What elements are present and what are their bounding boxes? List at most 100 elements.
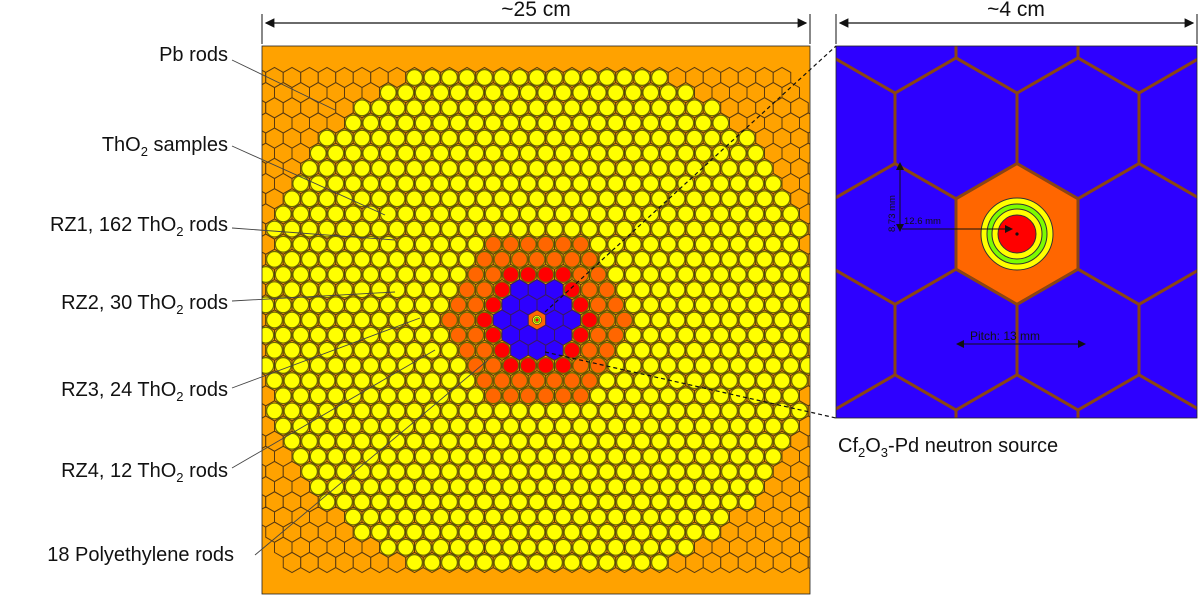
rz1-rod: [406, 432, 423, 450]
rz1-rod: [423, 69, 441, 86]
rz1-rod: [458, 523, 476, 541]
rz1-rod: [449, 508, 467, 526]
rz1-rod: [633, 129, 651, 147]
rz1-rod: [397, 387, 415, 405]
rz1-rod: [572, 417, 590, 435]
rz3-rod: [546, 372, 563, 390]
rz1-rod: [624, 508, 642, 526]
rz1-rod: [764, 326, 782, 344]
rz1-rod: [686, 159, 703, 177]
rz1-rod: [607, 144, 625, 162]
rz1-rod: [694, 114, 712, 132]
rz1-rod: [528, 220, 546, 238]
polyethylene-cell-zoomed: [1137, 269, 1197, 411]
rz1-rod: [353, 250, 371, 268]
rz1-rod: [607, 538, 625, 556]
rz1-rod: [309, 175, 327, 193]
rz3-rod: [589, 266, 607, 284]
rz3-rod: [581, 341, 598, 359]
rz1-rod: [528, 129, 546, 147]
rz1-rod: [659, 417, 677, 435]
rz1-rod: [458, 432, 476, 450]
rz1-rod: [292, 205, 310, 223]
rz1-rod: [379, 175, 397, 193]
rz1-rod: [441, 554, 458, 571]
rz1-rod: [712, 417, 730, 435]
rz1-rod: [598, 159, 616, 177]
rz1-rod: [458, 220, 476, 238]
rz1-rod: [441, 190, 458, 208]
rz1-rod: [449, 205, 467, 223]
rz1-rod: [414, 417, 432, 435]
rz1-rod: [589, 447, 607, 465]
rz1-rod: [301, 402, 318, 420]
rz3-rod: [458, 281, 476, 299]
rz1-rod: [686, 463, 703, 481]
rz1-rod: [292, 266, 310, 284]
rz1-rod: [432, 84, 450, 102]
rz1-rod: [773, 250, 791, 268]
rz1-rod: [493, 523, 511, 541]
rz1-rod: [703, 129, 721, 147]
rz1-rod: [712, 205, 730, 223]
rz3-rod: [467, 356, 485, 374]
rz1-rod: [598, 190, 616, 208]
rz1-rod: [624, 387, 642, 405]
rz1-rod: [262, 356, 275, 374]
rz1-rod: [388, 463, 406, 481]
rz1-rod: [642, 387, 660, 405]
rz1-rod: [537, 478, 555, 496]
rz1-rod: [371, 129, 388, 147]
rz1-rod: [546, 554, 563, 571]
core-dimension-label: ~25 cm: [501, 0, 570, 21]
rz3-rod: [511, 372, 528, 390]
rz1-rod: [659, 447, 677, 465]
rz1-rod: [353, 99, 371, 117]
rz1-rod: [607, 478, 625, 496]
pb-cell: [807, 434, 810, 448]
rz3-rod: [476, 372, 493, 390]
rz1-rod: [607, 417, 625, 435]
rz1-rod: [572, 508, 590, 526]
rz1-rod: [773, 402, 791, 420]
rz1-rod: [519, 144, 537, 162]
rz1-rod: [309, 235, 327, 253]
rz1-rod: [292, 235, 310, 253]
rz3-rod: [607, 296, 625, 314]
rz1-rod: [694, 296, 712, 314]
rz1-rod: [379, 84, 397, 102]
rz1-rod: [432, 326, 450, 344]
rz1-rod: [371, 311, 388, 329]
rz1-rod: [686, 99, 703, 117]
rz1-rod: [467, 235, 485, 253]
rz1-rod: [782, 296, 800, 314]
rz1-rod: [318, 463, 336, 481]
rz1-rod: [546, 129, 563, 147]
rz1-rod: [467, 387, 485, 405]
rz1-rod: [581, 432, 598, 450]
rz1-rod: [397, 114, 415, 132]
rz1-rod: [388, 190, 406, 208]
rz1-rod: [476, 129, 493, 147]
rz1-rod: [379, 387, 397, 405]
rz3-rod: [449, 296, 467, 314]
pb-cell: [817, 507, 835, 527]
rz1-rod: [668, 341, 686, 359]
pb-cell: [685, 551, 704, 574]
rz1-rod: [449, 538, 467, 556]
rz1-rod: [262, 326, 275, 344]
rz1-rod: [668, 281, 686, 299]
rz1-rod: [283, 432, 301, 450]
rz1-rod: [651, 341, 668, 359]
rz1-rod: [406, 341, 423, 359]
rz1-rod: [414, 114, 432, 132]
rz1-rod: [423, 493, 441, 511]
rz1-rod: [449, 235, 467, 253]
rz1-rod: [519, 417, 537, 435]
core-border: [261, 45, 811, 595]
rz1-rod: [659, 508, 677, 526]
rz1-rod: [432, 356, 450, 374]
source-core: [535, 318, 539, 322]
rz4-rod: [519, 266, 537, 284]
rz1-rod: [659, 205, 677, 223]
